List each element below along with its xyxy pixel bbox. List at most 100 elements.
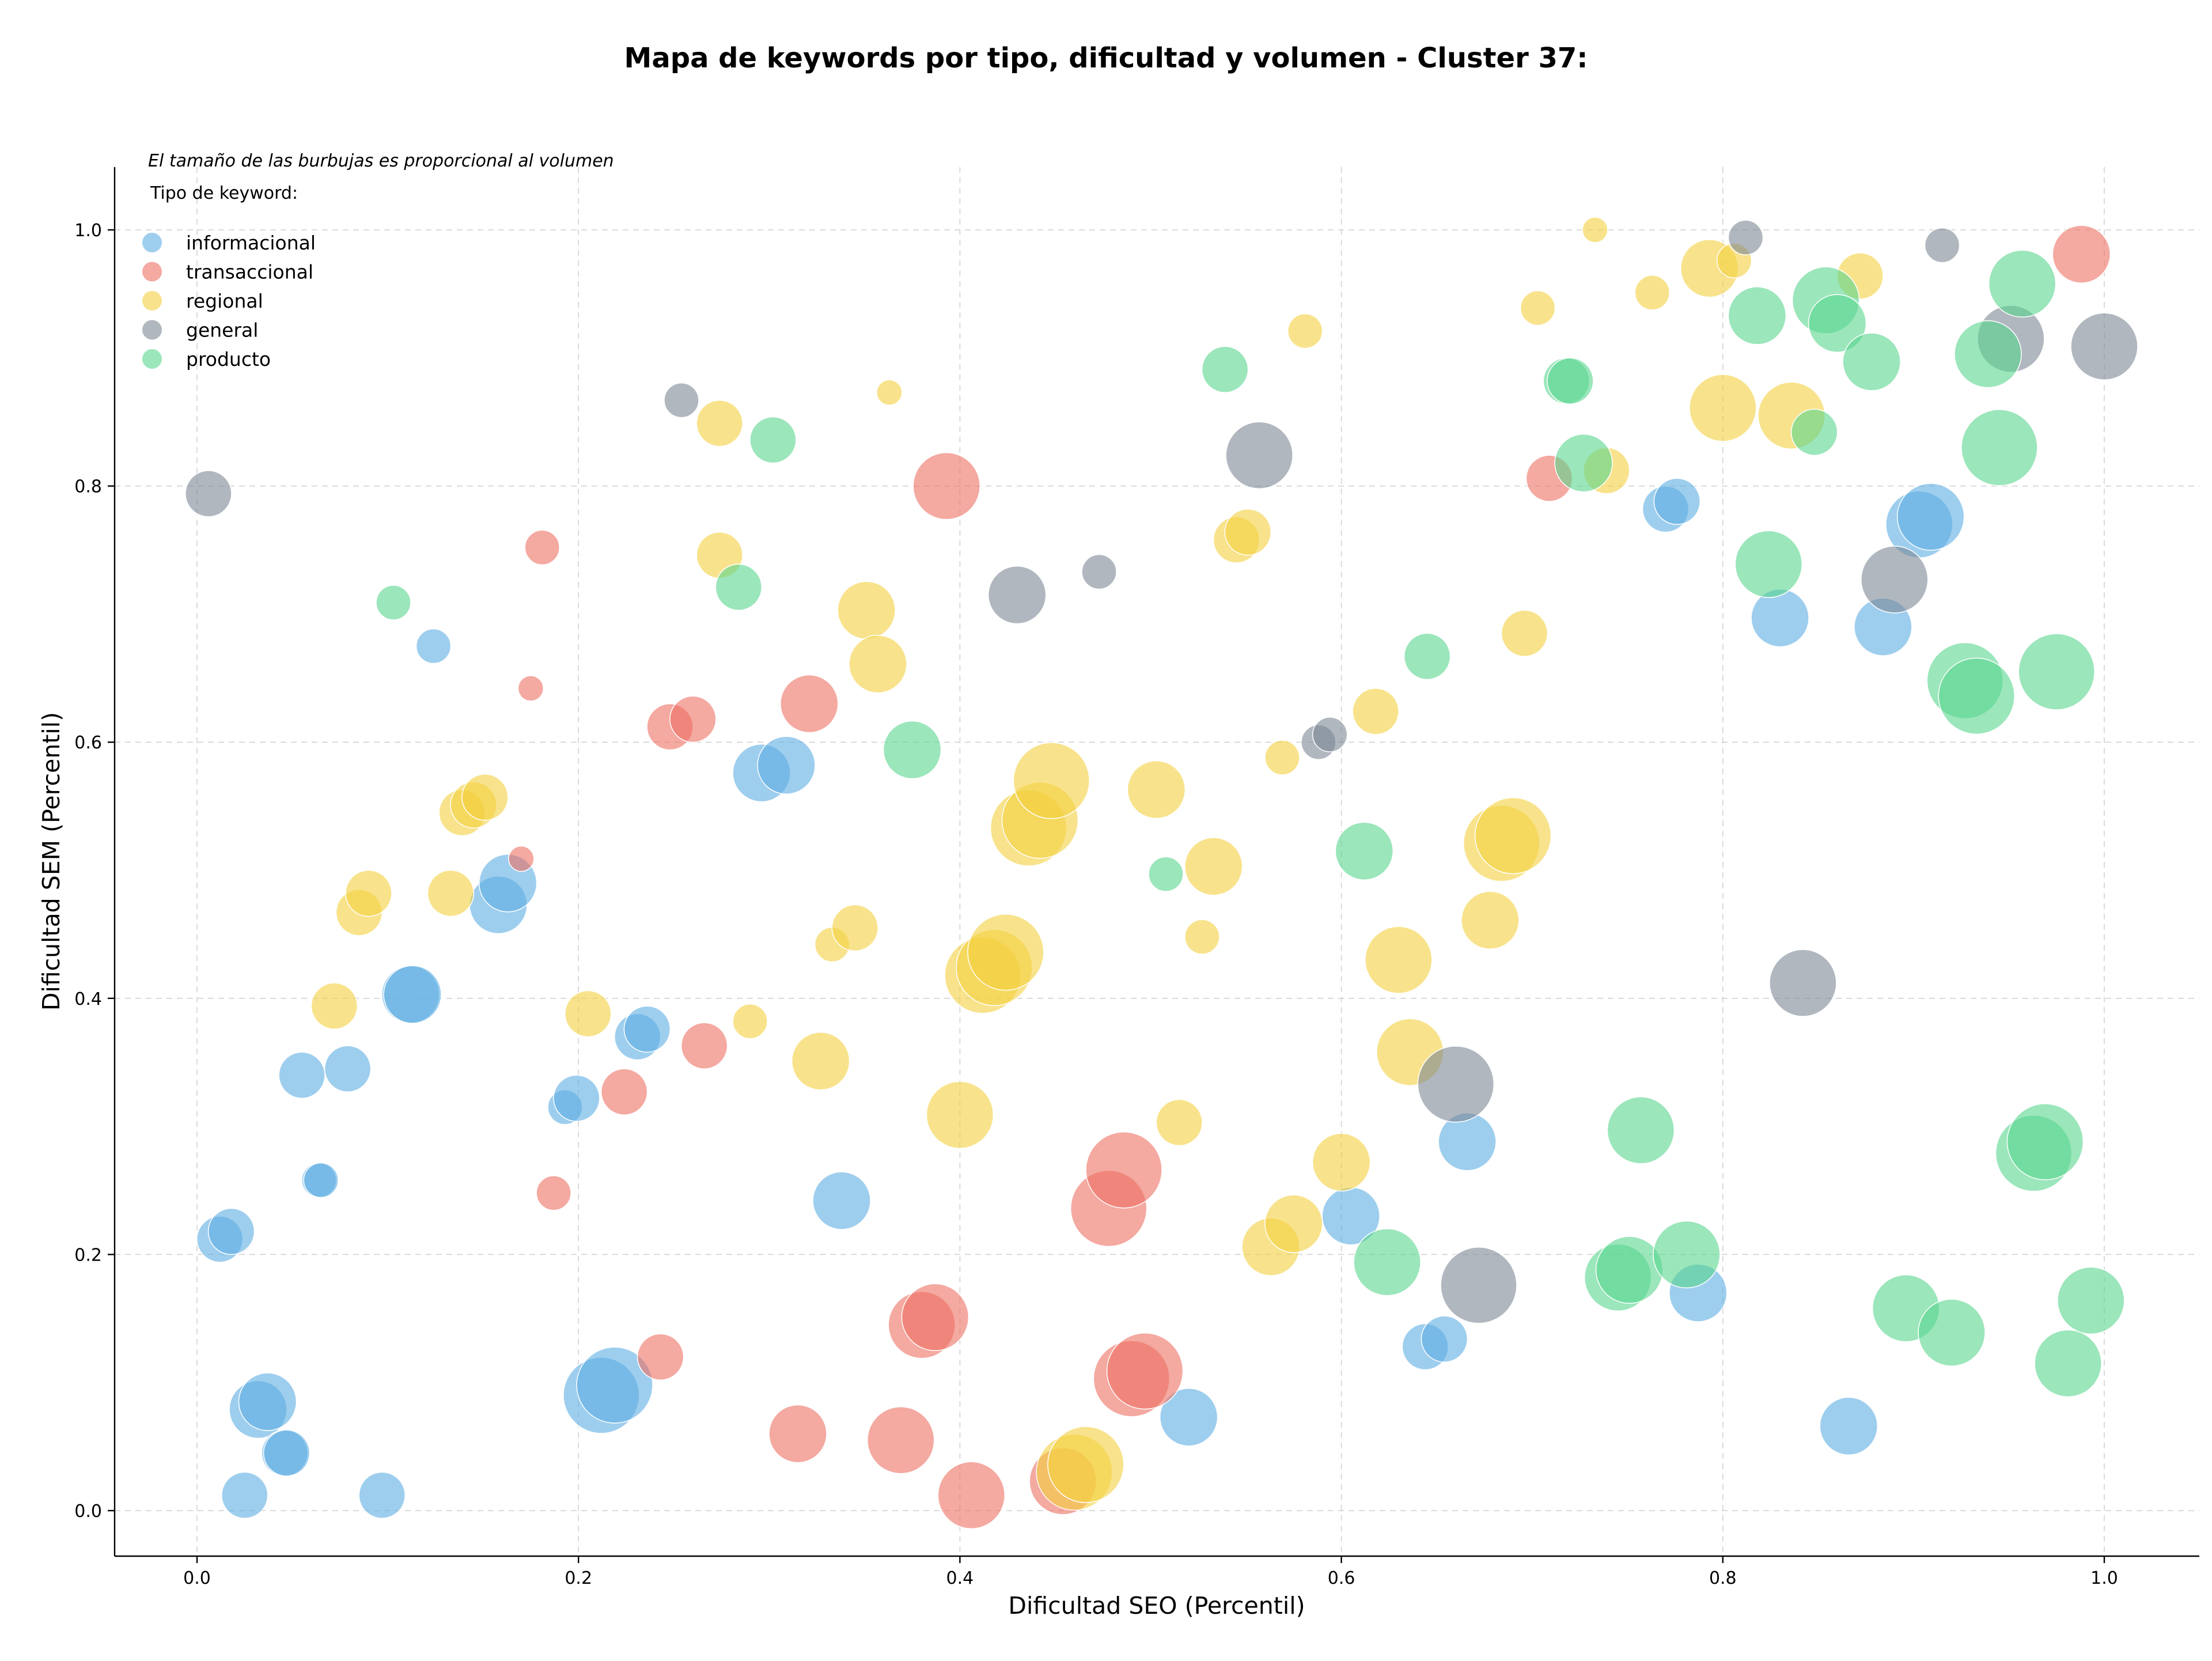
bubble-producto bbox=[1938, 657, 2015, 735]
bubble-producto bbox=[1335, 822, 1394, 880]
bubble-transaccional bbox=[637, 1333, 684, 1380]
bubble-regional bbox=[1127, 760, 1186, 819]
bubble-informacional bbox=[358, 1471, 406, 1519]
bubble-producto bbox=[749, 416, 797, 464]
bubble-general bbox=[1312, 717, 1348, 752]
bubble-transaccional bbox=[524, 529, 560, 566]
bubble-regional bbox=[1013, 742, 1090, 819]
legend-item-informacional: informacional bbox=[142, 232, 316, 254]
bubble-informacional bbox=[278, 1051, 325, 1099]
x-tick-label: 0.4 bbox=[946, 1568, 974, 1588]
y-tick-label: 0.2 bbox=[74, 1245, 102, 1265]
bubble-producto bbox=[1547, 357, 1594, 405]
bubble-regional bbox=[1520, 290, 1556, 326]
bubble-regional bbox=[1287, 313, 1323, 349]
bubble-producto bbox=[715, 563, 763, 611]
bubble-regional bbox=[565, 990, 612, 1038]
bubble-transaccional bbox=[669, 695, 717, 743]
legend-marker bbox=[142, 262, 162, 282]
bubble-regional bbox=[732, 1004, 768, 1039]
bubble-general bbox=[1440, 1247, 1517, 1324]
bubble-informacional bbox=[1653, 478, 1701, 525]
bubble-general bbox=[2070, 312, 2138, 381]
legend-label: general bbox=[186, 319, 258, 342]
series-regional bbox=[310, 217, 1884, 1511]
y-tick-label: 0.4 bbox=[74, 989, 102, 1009]
legend-marker bbox=[142, 291, 162, 311]
bubble-general bbox=[185, 470, 232, 517]
y-tick-label: 0.6 bbox=[74, 733, 102, 753]
bubble-producto bbox=[1954, 320, 2022, 388]
x-tick-label: 0.6 bbox=[1328, 1568, 1355, 1588]
legend-item-transaccional: transaccional bbox=[142, 261, 313, 283]
bubble-regional bbox=[1312, 1133, 1371, 1192]
axis-ticks: 0.0 0.0 0.2 0.2 0.4 0.4 0.6 0.6 0.8 0.8 1.0 1.0 bbox=[74, 221, 2118, 1588]
bubble-transaccional bbox=[2052, 225, 2111, 283]
bubble-informacional bbox=[1819, 1397, 1878, 1456]
legend-title: Tipo de keyword: bbox=[150, 183, 298, 203]
bubble-regional bbox=[1047, 1426, 1124, 1503]
bubble-informacional bbox=[207, 1208, 255, 1255]
legend-marker bbox=[142, 320, 162, 340]
bubble-informacional bbox=[238, 1372, 297, 1431]
bubble-informacional bbox=[623, 1005, 671, 1053]
bubble-transaccional bbox=[937, 1461, 1006, 1530]
bubble-regional bbox=[1264, 1194, 1323, 1253]
bubble-regional bbox=[1365, 926, 1433, 994]
bubble-regional bbox=[849, 634, 907, 694]
bubble-regional bbox=[1474, 797, 1552, 875]
x-tick-label: 0.2 bbox=[565, 1568, 592, 1588]
x-tick-label: 0.0 bbox=[183, 1568, 211, 1588]
bubble-regional bbox=[1582, 217, 1608, 243]
x-tick-label: 1.0 bbox=[2090, 1568, 2118, 1588]
bubble-producto bbox=[882, 720, 942, 780]
bubble-transaccional bbox=[600, 1068, 648, 1115]
bubble-producto bbox=[1808, 294, 1867, 353]
bubble-general bbox=[1728, 220, 1764, 256]
bubble-regional bbox=[1184, 919, 1220, 955]
bubble-regional bbox=[1156, 1099, 1203, 1147]
bubble-regional bbox=[427, 869, 475, 917]
bubble-general bbox=[987, 565, 1047, 625]
bubble-transaccional bbox=[901, 1283, 969, 1352]
bubble-regional bbox=[1184, 837, 1243, 896]
bubble-regional bbox=[461, 774, 509, 821]
bubble-transaccional bbox=[867, 1406, 935, 1474]
legend-item-general: general bbox=[142, 319, 258, 342]
bubble-informacional bbox=[1421, 1315, 1468, 1363]
bubble-informacional bbox=[415, 628, 452, 664]
bubble-informacional bbox=[1159, 1387, 1218, 1447]
bubble-transaccional bbox=[508, 845, 535, 872]
legend-marker bbox=[142, 349, 162, 369]
legend: Tipo de keyword: informacional transaccio… bbox=[142, 183, 316, 370]
bubble-informacional bbox=[263, 1429, 310, 1477]
bubble-general bbox=[1081, 554, 1117, 590]
series-informacional bbox=[196, 478, 1965, 1519]
bubble-producto bbox=[1403, 633, 1451, 680]
bubble-transaccional bbox=[1106, 1332, 1184, 1410]
bubble-producto bbox=[1728, 286, 1787, 345]
bubble-general bbox=[664, 382, 699, 418]
bubble-regional bbox=[837, 581, 896, 640]
bubble-general bbox=[1417, 1045, 1495, 1123]
bubble-informacional bbox=[812, 1171, 871, 1230]
bubble-regional bbox=[831, 904, 879, 952]
bubble-informacional bbox=[1438, 1113, 1497, 1171]
chart-title: Mapa de keywords por tipo, dificultad y … bbox=[624, 42, 1588, 74]
bubble-producto bbox=[1961, 409, 2038, 486]
bubble-regional bbox=[1689, 374, 1757, 442]
legend-label: transaccional bbox=[186, 261, 313, 283]
bubble-producto bbox=[2034, 1329, 2102, 1398]
bubble-regional bbox=[1501, 610, 1548, 657]
bubble-regional bbox=[926, 1081, 994, 1149]
bubble-informacional bbox=[757, 736, 816, 794]
bubble-producto bbox=[1353, 1228, 1421, 1296]
bubble-regional bbox=[696, 399, 743, 447]
y-axis-label: Dificultad SEM (Percentil) bbox=[37, 712, 65, 1011]
bubble-regional bbox=[1461, 891, 1520, 949]
bubble-size-note: El tamaño de las burbujas es proporciona… bbox=[148, 151, 614, 171]
bubble-transaccional bbox=[517, 675, 544, 702]
x-axis-label: Dificultad SEO (Percentil) bbox=[1008, 1592, 1305, 1620]
bubble-regional bbox=[967, 914, 1044, 991]
